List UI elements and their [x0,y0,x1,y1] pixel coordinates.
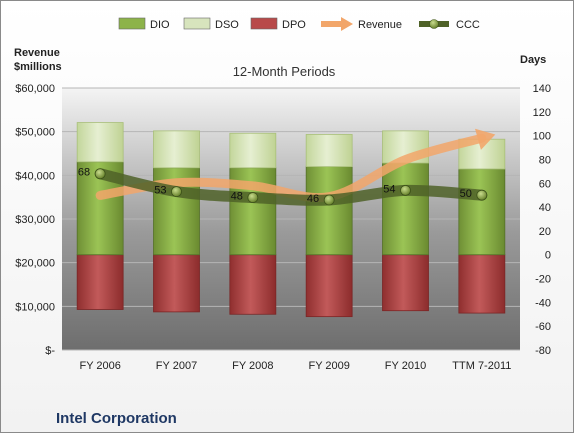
bar-dpo [76,254,124,310]
legend-label: DIO [150,19,170,31]
x-axis-tick-label: FY 2007 [156,360,197,372]
legend-label: Revenue [358,19,402,31]
bar-dio [305,166,353,256]
x-axis-tick-label: TTM 7-2011 [452,360,511,372]
ccc-point [171,186,182,198]
left-axis-ticks: $- $10,000 $20,000 $30,000 $40,000 $50,000 $60… [15,83,55,357]
legend-swatch [118,17,146,30]
legend-swatch-dot [429,19,439,29]
ccc-data-label: 54 [383,183,395,195]
right-axis-tick-label: 0 [545,250,551,262]
right-axis-tick-label: -80 [535,345,551,357]
left-axis-tick-label: $20,000 [15,258,55,270]
ccc-series: 68 53 48 46 54 50 [78,167,488,206]
ccc-data-label: 48 [231,191,243,203]
right-axis-ticks: -80 -60 -40 -20 0 20 40 60 80 100 120 140 [533,83,551,357]
x-axis-tick-label: FY 2010 [385,360,426,372]
x-axis-tick-label: FY 2008 [232,360,273,372]
bar-dpo [305,254,353,318]
ccc-point [400,185,411,196]
right-axis-tick-label: 20 [539,226,551,238]
ccc-data-label: 50 [460,188,472,200]
bar-dso [153,130,200,169]
legend-item-dso: DSO [183,17,239,31]
left-axis-tick-label: $40,000 [15,170,55,182]
right-axis-tick-label: 40 [539,202,551,214]
right-axis-tick-label: -20 [535,274,551,286]
right-axis-tick-label: -60 [535,321,551,333]
legend-swatch [250,17,278,30]
revenue-arrowhead [475,128,496,150]
bar-dio [382,162,429,256]
legend-item-ccc: CCC [419,19,480,31]
left-axis-tick-label: $10,000 [15,301,55,313]
left-axis-tick-label: $50,000 [15,127,55,139]
ccc-data-label: 53 [154,185,166,197]
bar-dio [458,168,506,256]
ccc-point [94,168,106,180]
right-axis-label: Days [520,54,546,66]
company-name: Intel Corporation [56,410,177,427]
right-axis-tick-label: 80 [539,154,551,166]
chart-title: 12-Month Periods [233,64,336,79]
legend-label: CCC [456,19,480,31]
right-axis-tick-label: 100 [533,131,551,143]
left-axis-tick-label: $- [45,345,55,357]
bar-dpo [153,254,200,313]
legend-swatch-arrowhead [341,17,353,31]
ccc-line [94,168,488,206]
legend-item-dio: DIO [118,17,170,31]
legend-label: DPO [282,19,306,31]
bar-dso [229,132,277,169]
x-axis-tick-label: FY 2006 [79,360,120,372]
left-axis-label: Revenue $millions [14,47,63,73]
ccc-data-label: 68 [78,167,90,179]
ccc-data-label: 46 [307,193,319,205]
bar-dpo [382,254,429,312]
gridlines [62,87,520,351]
bar-dpo [229,254,277,315]
legend-label: DSO [215,19,239,31]
x-axis-ticks: FY 2006 FY 2007 FY 2008 FY 2009 FY 2010 TTM 7… [79,360,511,372]
left-axis-tick-label: $60,000 [15,83,55,95]
bar-dpo [458,254,506,314]
ccc-point [323,194,335,206]
legend-item-dpo: DPO [250,17,306,31]
legend-swatch [183,17,211,30]
right-axis-tick-label: -40 [535,297,551,309]
legend: DIO DSO DPO Revenue CCC [118,17,480,31]
ccc-point [476,189,488,201]
right-axis-tick-label: 60 [539,178,551,190]
bar-dso [305,134,353,167]
x-axis-tick-label: FY 2009 [308,360,349,372]
legend-item-revenue: Revenue [321,17,402,31]
bar-dso [76,122,124,163]
right-axis-tick-label: 140 [533,83,551,95]
ccc-point [247,192,259,203]
left-axis-tick-label: $30,000 [15,214,55,226]
right-axis-tick-label: 120 [533,107,551,119]
